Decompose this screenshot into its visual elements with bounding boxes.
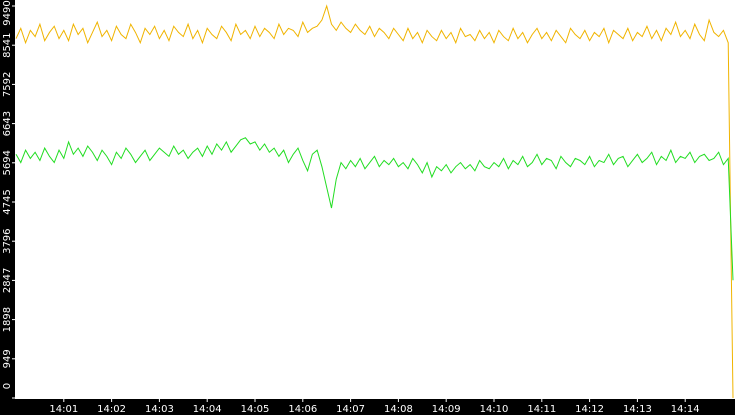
x-tick-label: 14:03 <box>145 404 174 415</box>
y-tick-label: 3796 <box>2 228 13 253</box>
y-tick-label: 6643 <box>2 111 13 136</box>
y-tick-label: 0 <box>2 383 13 389</box>
x-tick-label: 14:02 <box>97 404 126 415</box>
x-tick-label: 14:10 <box>480 404 509 415</box>
x-tick-label: 14:04 <box>193 404 222 415</box>
x-tick-label: 14:13 <box>623 404 652 415</box>
x-axis-strip <box>0 399 735 415</box>
series-line <box>15 4 734 399</box>
y-tick-label: 949 <box>2 349 13 368</box>
x-tick-label: 14:07 <box>336 404 365 415</box>
y-tick-label: 8541 <box>2 32 13 57</box>
x-tick-label: 14:12 <box>575 404 604 415</box>
x-tick-label: 14:01 <box>49 404 78 415</box>
x-tick-label: 14:09 <box>432 404 461 415</box>
y-axis-strip <box>0 0 15 415</box>
y-tick-label: 1898 <box>2 307 13 332</box>
x-tick-label: 14:06 <box>288 404 317 415</box>
y-tick-label: 5694 <box>2 150 13 175</box>
x-tick-label: 14:08 <box>384 404 413 415</box>
y-tick-label: 4745 <box>2 189 13 214</box>
y-tick-label: 2847 <box>2 268 13 293</box>
series-line <box>15 137 734 281</box>
x-tick-label: 14:05 <box>241 404 270 415</box>
x-tick-label: 14:11 <box>527 404 556 415</box>
x-tick-label: 14:14 <box>671 404 700 415</box>
y-tick-label: 7592 <box>2 72 13 97</box>
y-tick-label: 9490 <box>2 0 13 25</box>
